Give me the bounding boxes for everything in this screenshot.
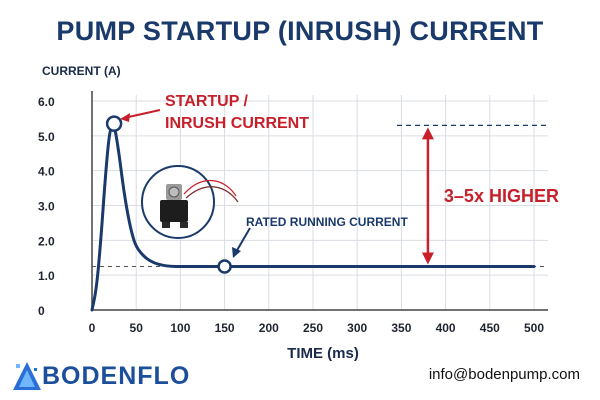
x-tick-label: 350 bbox=[391, 321, 411, 335]
x-tick-label: 50 bbox=[130, 321, 144, 335]
rated-arrowhead bbox=[232, 247, 241, 258]
x-tick-label: 500 bbox=[524, 321, 544, 335]
contact-email[interactable]: info@bodenpump.com bbox=[428, 366, 580, 383]
ratio-arrowhead-down bbox=[421, 252, 434, 265]
rated-annotation: RATED RUNNING CURRENT bbox=[246, 215, 408, 229]
y-tick-label: 0 bbox=[38, 304, 45, 318]
x-tick-label: 0 bbox=[89, 321, 96, 335]
x-tick-label: 150 bbox=[215, 321, 235, 335]
diaphragm-pump-icon bbox=[141, 165, 239, 239]
y-tick-label: 3.0 bbox=[38, 200, 55, 214]
y-tick-label: 1.0 bbox=[38, 269, 55, 283]
x-tick-label: 200 bbox=[259, 321, 279, 335]
x-tick-label: 450 bbox=[480, 321, 500, 335]
current-series-line bbox=[90, 124, 536, 312]
startup-annotation: STARTUP / bbox=[165, 93, 249, 110]
x-tick-label: 250 bbox=[303, 321, 323, 335]
startup-arrowhead bbox=[120, 113, 130, 122]
y-tick-label: 5.0 bbox=[38, 130, 55, 144]
startup-arrow bbox=[123, 109, 161, 119]
y-tick-label: 6.0 bbox=[38, 95, 55, 109]
bodenflo-logo: BODENFLO bbox=[42, 362, 191, 390]
x-tick-label: 100 bbox=[170, 321, 190, 335]
y-axis-label: CURRENT (A) bbox=[42, 64, 121, 78]
ratio-arrowhead-up bbox=[421, 127, 434, 140]
chart-title: PUMP STARTUP (INRUSH) CURRENT bbox=[56, 16, 544, 46]
rated-arrow bbox=[235, 227, 251, 253]
bodenflo-logo-icon bbox=[13, 362, 41, 390]
ratio-annotation: 3–5x HIGHER bbox=[444, 186, 559, 206]
x-axis-label: TIME (ms) bbox=[287, 345, 359, 362]
rated-marker bbox=[217, 259, 232, 274]
x-tick-label: 400 bbox=[436, 321, 456, 335]
x-tick-label: 300 bbox=[347, 321, 367, 335]
startup-annotation: INRUSH CURRENT bbox=[165, 115, 309, 132]
y-tick-label: 4.0 bbox=[38, 165, 55, 179]
peak-marker bbox=[105, 115, 123, 132]
y-tick-label: 2.0 bbox=[38, 234, 55, 248]
